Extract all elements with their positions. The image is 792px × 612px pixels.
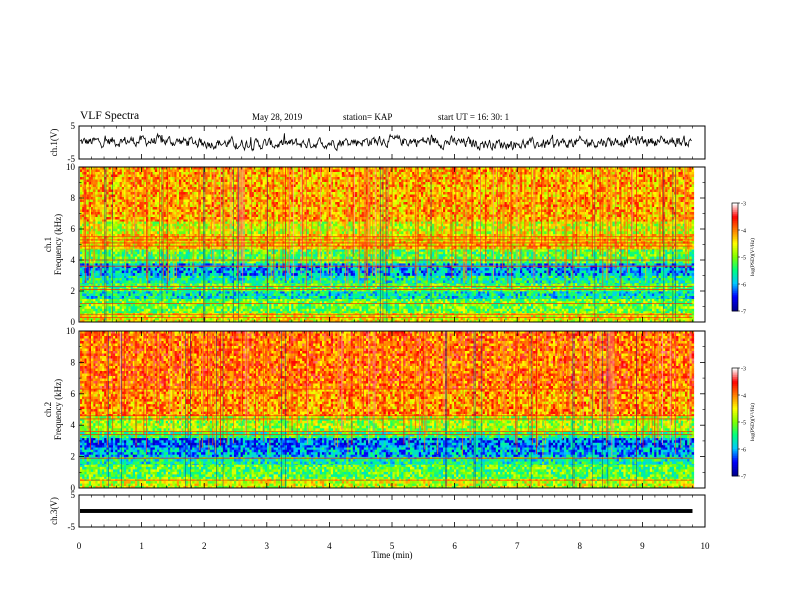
sp2-heatmap bbox=[80, 331, 694, 488]
sp1-ytick-label: 2 bbox=[71, 286, 76, 296]
time-tick-label: 6 bbox=[452, 541, 457, 551]
time-tick-label: 10 bbox=[701, 541, 711, 551]
time-tick-label: 4 bbox=[327, 541, 332, 551]
sp2-ylabel: ch.2Frequency (kHz) bbox=[43, 379, 63, 440]
time-tick-label: 8 bbox=[578, 541, 583, 551]
cb1-colorbar-tick: -3 bbox=[741, 202, 746, 208]
sp1-ytick-label: 4 bbox=[71, 255, 76, 265]
ch1-ylabel: ch.1(V) bbox=[49, 129, 59, 157]
time-tick-label: 9 bbox=[640, 541, 645, 551]
cb2-colorbar-tick: -7 bbox=[741, 475, 746, 481]
ch3-ytick-label: -5 bbox=[68, 522, 76, 532]
sp2-ytick-label: 4 bbox=[71, 420, 76, 430]
sp1-heatmap bbox=[80, 167, 694, 322]
ch1-colorbar: -3 -4 -5 -6 -7 log(PSD)(V²/Hz) bbox=[732, 202, 756, 316]
ch1-ytick-label: 5 bbox=[71, 121, 76, 131]
cb2-colorbar-tick: -6 bbox=[741, 448, 746, 454]
cb1-colorbar-tick: -4 bbox=[741, 229, 746, 235]
sp1-ytick-label: 10 bbox=[66, 162, 76, 172]
time-axis-label: Time (min) bbox=[372, 550, 413, 560]
time-tick-label: 1 bbox=[139, 541, 144, 551]
vlf-spectra-figure: 5-5ch.1(V) 0246810ch.1Frequency (kHz) 02… bbox=[0, 0, 792, 612]
cb1-colorbar-tick: -6 bbox=[741, 283, 746, 289]
ch2-colorbar: -3 -4 -5 -6 -7 log(PSD)(V²/Hz) bbox=[732, 367, 756, 481]
sp1-ylabel: ch.1Frequency (kHz) bbox=[43, 214, 63, 275]
sp1-ytick-label: 6 bbox=[71, 224, 76, 234]
cb1-colorbar-label: log(PSD)(V²/Hz) bbox=[749, 238, 756, 276]
time-tick-label: 2 bbox=[202, 541, 207, 551]
cb2-colorbar-tick: -3 bbox=[741, 367, 746, 373]
ch1-waveform-panel: 5-5ch.1(V) bbox=[49, 121, 705, 164]
cb1-colorbar-tick: -5 bbox=[741, 256, 746, 262]
cb2-colorbar-label: log(PSD)(V²/Hz) bbox=[749, 403, 756, 441]
ch1-signal-line bbox=[80, 133, 692, 150]
ch3-signal-line bbox=[80, 509, 692, 513]
sp2-ytick-label: 6 bbox=[71, 389, 76, 399]
time-tick-label: 0 bbox=[77, 541, 82, 551]
sp2-ytick-label: 2 bbox=[71, 452, 76, 462]
cb2-colorbar-tick: -5 bbox=[741, 421, 746, 427]
cb1-colorbar-tick: -7 bbox=[741, 310, 746, 316]
time-tick-label: 3 bbox=[265, 541, 270, 551]
time-tick-label: 7 bbox=[515, 541, 520, 551]
ch3-ytick-label: 5 bbox=[71, 490, 76, 500]
ch3-ylabel: ch.3(V) bbox=[49, 497, 59, 525]
sp1-ytick-label: 8 bbox=[71, 193, 76, 203]
cb2-colorbar-tick: -4 bbox=[741, 394, 746, 400]
sp2-ytick-label: 10 bbox=[66, 326, 76, 336]
ch3-waveform-panel: 5 -5 ch.3(V) bbox=[49, 490, 705, 532]
sp2-ytick-label: 8 bbox=[71, 357, 76, 367]
